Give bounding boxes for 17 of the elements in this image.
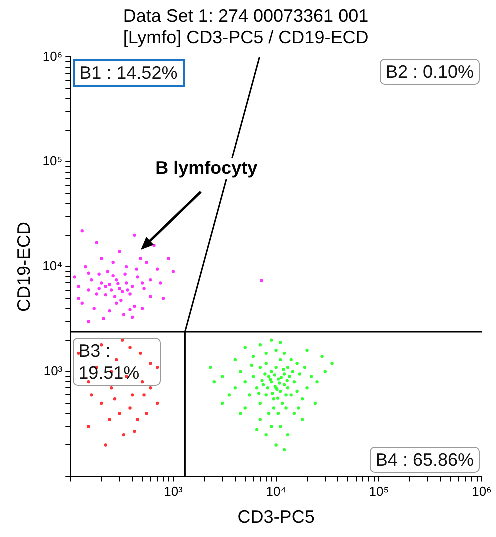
y-tick-label: 10⁶ [42, 48, 63, 64]
x-axis-title: CD3-PC5 [238, 507, 315, 528]
x-tick-label: 10³ [164, 484, 184, 500]
annotation: B1 : 14.52% [72, 59, 185, 88]
y-axis-title: CD19-ECD [14, 222, 34, 312]
x-tick-label: 10⁵ [369, 484, 390, 500]
chart-subtitle: [Lymfo] CD3-PC5 / CD19-ECD [123, 27, 369, 48]
y-tick-label: 10⁵ [42, 154, 63, 169]
annotation: B lymfocyty [152, 158, 261, 180]
x-tick-label: 10⁶ [472, 484, 492, 500]
annotation: B2 : 0.10% [380, 59, 480, 86]
y-tick-label: 10⁴ [42, 258, 63, 274]
chart-title: Data Set 1: 274 00073361 001 [123, 6, 369, 26]
annotation: B4 : 65.86% [370, 446, 480, 473]
annotation: B3 : 19.51% [72, 338, 161, 386]
x-tick-label: 10⁴ [266, 484, 286, 500]
y-tick-label: 10³ [44, 363, 64, 378]
